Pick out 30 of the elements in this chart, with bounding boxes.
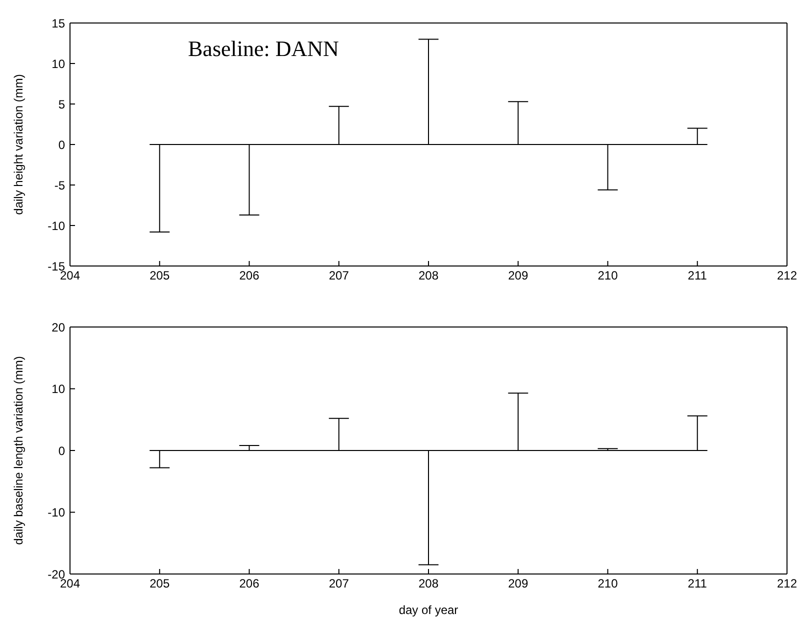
y-tick-label: 15 [52, 16, 66, 30]
x-tick-label: 205 [150, 576, 170, 591]
y-axis-title: daily baseline length variation (mm) [11, 356, 26, 545]
x-tick-label: 211 [688, 576, 708, 591]
x-tick-label: 212 [776, 576, 798, 591]
x-tick-label: 208 [418, 576, 439, 591]
y-axis-title: daily height variation (mm) [11, 74, 26, 215]
y-tick-label: -5 [54, 178, 66, 192]
y-tick-label: 0 [58, 138, 66, 152]
x-tick-label: 211 [688, 268, 708, 283]
y-tick-label: 0 [58, 444, 66, 458]
x-tick-label: 210 [598, 268, 618, 283]
x-tick-label: 209 [508, 268, 528, 283]
x-tick-label: 207 [328, 268, 350, 283]
annotation: Baseline: DANN [188, 36, 339, 62]
y-tick-label: 10 [52, 382, 66, 396]
x-tick-label: 208 [418, 268, 439, 283]
y-tick-label: 5 [58, 97, 66, 112]
y-tick-label: 20 [52, 320, 66, 334]
x-tick-label: 209 [508, 576, 528, 591]
x-axis-title: day of year [398, 603, 458, 617]
x-tick-label: 210 [598, 576, 618, 591]
x-tick-label: 206 [239, 576, 260, 591]
x-tick-label: 212 [776, 268, 798, 283]
x-tick-label: 207 [328, 576, 350, 591]
y-tick-label: -10 [48, 506, 66, 520]
x-tick-label: 205 [150, 268, 170, 283]
x-tick-label: 206 [239, 268, 260, 283]
y-tick-label: -10 [48, 218, 66, 233]
y-tick-label: 10 [52, 56, 66, 71]
